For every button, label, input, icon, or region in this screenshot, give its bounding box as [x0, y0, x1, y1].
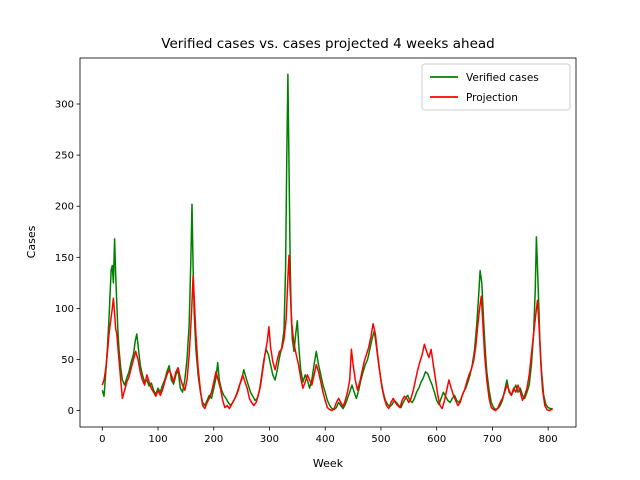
legend-entry-label: Projection	[466, 92, 518, 104]
y-axis-label: Cases	[25, 225, 38, 258]
series-line-1	[101, 73, 553, 411]
x-tick-label: 800	[539, 434, 558, 445]
y-tick-label: 300	[55, 99, 74, 110]
plot-area	[79, 57, 577, 428]
x-axis-label: Week	[313, 457, 344, 470]
legend-entry-label: Verified cases	[466, 72, 539, 84]
plot-frame	[79, 57, 577, 428]
x-tick-label: 300	[260, 434, 279, 445]
y-axis: 0 50 100 150 200 250 300	[55, 99, 80, 417]
x-tick-label: 200	[204, 434, 223, 445]
x-tick-label: 100	[148, 434, 167, 445]
legend-box	[421, 63, 571, 111]
series-line-2	[101, 254, 554, 412]
y-tick-label: 250	[55, 151, 74, 162]
x-axis: 0 100 200 300 400 500 600 700 800	[99, 427, 558, 445]
y-tick-label: 0	[68, 406, 74, 417]
y-tick-label: 150	[55, 253, 74, 264]
x-tick-label: 400	[316, 434, 335, 445]
x-tick-label: 500	[371, 434, 390, 445]
x-tick-label: 0	[99, 434, 105, 445]
y-tick-label: 50	[61, 355, 74, 366]
x-tick-label: 600	[427, 434, 446, 445]
legend: Verified cases Projection	[421, 63, 571, 111]
y-tick-label: 200	[55, 202, 74, 213]
chart-title: Verified cases vs. cases projected 4 wee…	[161, 36, 494, 52]
y-tick-label: 100	[55, 304, 74, 315]
x-tick-label: 700	[483, 434, 502, 445]
